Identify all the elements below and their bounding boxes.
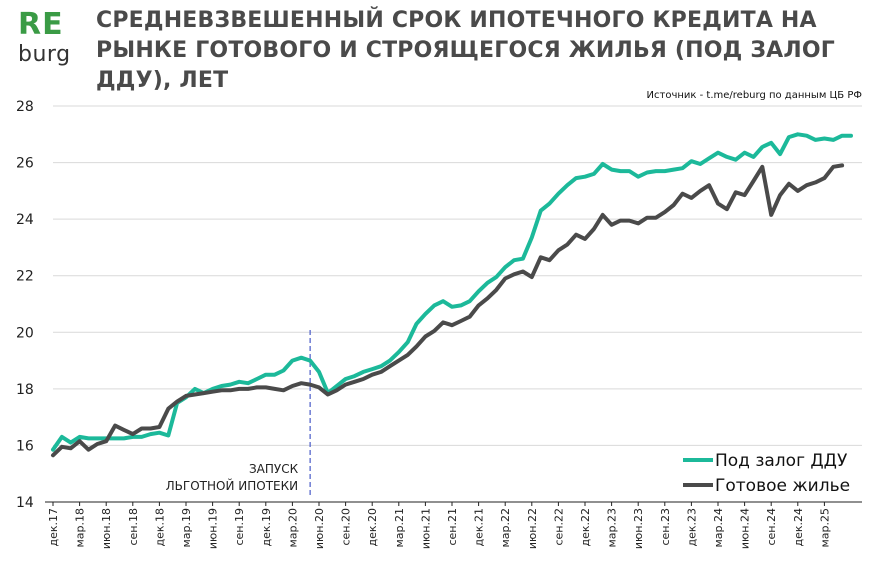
x-tick-label: мар.23 — [606, 508, 619, 548]
x-tick-label: июн.22 — [526, 508, 539, 549]
x-tick-label: дек.19 — [260, 508, 273, 547]
x-tick-label: мар.22 — [499, 508, 512, 548]
series-group — [51, 132, 853, 458]
x-tick-label: сен.21 — [446, 508, 459, 546]
x-tick-label: дек.22 — [579, 508, 592, 547]
x-tick-label: дек.20 — [366, 508, 379, 547]
x-axis-ticks: дек.17 мар.18 июн.18 сен.18 дек.18 мар.19 июн.… — [47, 502, 831, 549]
chart-title: СРЕДНЕВЗВЕШЕННЫЙ СРОК ИПОТЕЧНОГО КРЕДИТА… — [96, 8, 835, 93]
x-tick-label: сен.23 — [659, 508, 672, 546]
x-tick-label: сен.18 — [127, 508, 140, 546]
y-tick-label: 28 — [16, 99, 34, 115]
series-line-ddu — [51, 132, 853, 452]
grid-lines — [53, 105, 862, 446]
legend-label-ddu: Под залог ДДУ — [715, 451, 848, 471]
x-tick-label: мар.21 — [393, 508, 406, 548]
x-tick-label: июн.23 — [632, 508, 645, 549]
x-tick-label: июн.18 — [100, 508, 113, 549]
legend-label-ready: Готовое жилье — [715, 476, 850, 496]
x-tick-label: дек.21 — [473, 508, 486, 547]
x-tick-label: дек.18 — [153, 508, 166, 547]
x-tick-label: мар.20 — [286, 508, 299, 548]
reburg-logo: RE burg — [12, 8, 76, 72]
annotation-line-1: ЗАПУСК — [249, 462, 299, 476]
x-tick-label: июн.19 — [207, 508, 220, 549]
y-tick-label: 26 — [16, 156, 34, 172]
x-tick-label: мар.19 — [180, 508, 193, 548]
y-tick-label: 16 — [16, 438, 34, 454]
series-line-ready — [51, 163, 845, 458]
x-tick-label: сен.24 — [765, 508, 778, 546]
legend: Под залог ДДУ Готовое жилье — [683, 451, 850, 496]
y-axis-ticks: 14 16 18 20 22 24 26 28 — [16, 99, 34, 511]
source-note: Источник - t.me/reburg по данным ЦБ РФ — [646, 90, 862, 101]
x-tick-label: июн.21 — [419, 508, 432, 549]
x-tick-label: дек.23 — [685, 508, 698, 547]
x-tick-label: мар.24 — [712, 508, 725, 548]
x-tick-label: дек.24 — [792, 508, 805, 547]
logo-burg-text: burg — [18, 42, 71, 67]
x-tick-label: мар.18 — [74, 508, 87, 548]
y-tick-label: 20 — [16, 325, 34, 341]
y-tick-label: 24 — [16, 212, 34, 228]
logo-re-text: RE — [18, 7, 64, 42]
x-tick-label: сен.19 — [233, 508, 246, 546]
x-tick-label: сен.20 — [340, 508, 353, 546]
y-tick-label: 14 — [16, 495, 34, 511]
y-tick-label: 22 — [16, 269, 34, 285]
x-tick-label: дек.17 — [47, 508, 60, 547]
x-tick-label: июн.20 — [313, 508, 326, 549]
y-tick-label: 18 — [16, 382, 34, 398]
x-tick-label: сен.22 — [552, 508, 565, 546]
annotation-line-2: ЛЬГОТНОЙ ИПОТЕКИ — [166, 478, 298, 493]
x-tick-label: мар.25 — [818, 508, 831, 548]
x-tick-label: июн.24 — [739, 508, 752, 549]
